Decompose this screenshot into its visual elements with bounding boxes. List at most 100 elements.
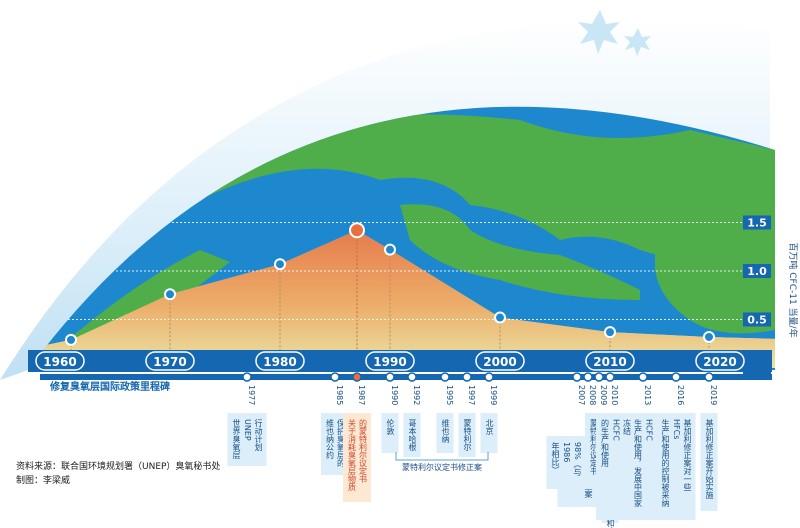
- milestone-year: 2013: [643, 385, 652, 405]
- y-tick-badge: [743, 264, 771, 278]
- y-tick-label: 1.5: [747, 217, 767, 230]
- data-point: [274, 258, 286, 271]
- milestone-year: 1987: [357, 385, 366, 405]
- milestone-year: 2009: [599, 385, 608, 405]
- milestone-dot: [330, 372, 340, 382]
- milestone-box: [343, 413, 371, 502]
- x-tick-badge: [695, 351, 745, 371]
- x-tick-label: 2020: [703, 355, 736, 369]
- y-tick-badge: [743, 312, 771, 327]
- milestone-text: HFCs: [672, 419, 681, 439]
- timeline-label: 修复臭氧层国际政策里程碑: [49, 380, 170, 393]
- milestone-text: 的蒙特利尔议定书: [359, 418, 368, 484]
- snowflake-decoration: [578, 10, 651, 56]
- source-note: 资料来源：联合国环境规划署（UNEP）臭氧秘书处: [16, 460, 220, 472]
- milestone-box: [381, 413, 399, 453]
- milestone-text: 世界臭氧层: [232, 418, 241, 460]
- milestone-dot: [572, 372, 582, 382]
- milestone-dot: [407, 372, 417, 382]
- milestone-text: 北京: [485, 419, 494, 436]
- x-tick-badge: [255, 351, 305, 371]
- x-tick-badge: [475, 351, 525, 371]
- milestone-dot: [440, 372, 450, 382]
- timeline-bar: [40, 374, 772, 380]
- x-tick-badge: [365, 351, 415, 371]
- emission-peak-area: [38, 230, 775, 368]
- milestone-text: 维也纳公约: [326, 418, 335, 460]
- milestone-dot: [671, 372, 681, 382]
- x-tick-label: 1990: [373, 355, 406, 369]
- x-tick-badge: [145, 351, 195, 371]
- milestone-dot: [385, 372, 395, 382]
- milestone-year: 1990: [390, 385, 399, 405]
- milestone-text: 冻结: [623, 418, 632, 436]
- milestone-text: 哥本哈根: [408, 419, 417, 452]
- milestone-text: 蒙特利尔: [463, 418, 472, 451]
- milestone-text: 98%（与: [573, 442, 582, 477]
- milestone-text: 1986: [562, 442, 571, 462]
- y-tick-label: 0.5: [747, 314, 767, 327]
- milestone-dot: [462, 372, 472, 382]
- milestone-text: 维也纳: [441, 418, 450, 444]
- x-tick-badge: [585, 351, 635, 371]
- milestone-text: 生产和使用的控制被采纳: [661, 418, 670, 508]
- x-axis: 1960 1970 1980 1990 2000 2010 2020: [35, 351, 745, 371]
- milestone-text: UNEP: [243, 419, 252, 441]
- milestone-year: 2019: [709, 385, 718, 405]
- milestone-text: 年相比）: [551, 441, 560, 474]
- milestone-year: 1999: [489, 385, 498, 405]
- milestone-year: 2016: [676, 385, 685, 405]
- x-tick-label: 1970: [153, 355, 186, 369]
- milestone-text: 基加利修正案开始实施: [705, 418, 714, 500]
- y-tick-badge: [743, 215, 771, 230]
- data-point: [604, 326, 616, 339]
- amendments-bracket: [395, 452, 489, 461]
- milestone-text: 伦敦: [386, 418, 395, 436]
- amendments-bracket-label: 蒙特利尔议定书修正案: [402, 462, 482, 472]
- data-point: [494, 311, 506, 324]
- land-right: [655, 200, 775, 334]
- milestone-year: 1997: [467, 385, 476, 405]
- milestone-year: 1992: [412, 385, 421, 405]
- milestone-dot: [242, 372, 252, 382]
- milestone-year: 1985: [335, 385, 344, 405]
- data-point: [384, 243, 396, 256]
- milestone-text: 蒙特利尔议定书: [590, 418, 599, 476]
- milestone-text: HCFC: [645, 419, 654, 441]
- milestone-year: 2008: [588, 385, 597, 405]
- x-tick-label: 1960: [43, 355, 76, 369]
- x-tick-label: 2000: [483, 355, 516, 369]
- milestone-text: 基加利修正案对一些: [683, 418, 692, 491]
- milestone-text: 关于消耗臭氧层物质: [348, 418, 357, 492]
- data-point: [349, 222, 365, 239]
- milestone-dot: [594, 372, 604, 382]
- milestone-text: HCFC: [612, 419, 621, 441]
- credit-note: 制图：李梁威: [16, 474, 70, 486]
- milestone-text: 生产和使用，发展中国家: [634, 418, 643, 507]
- milestone-box: [436, 413, 454, 453]
- land-middle: [400, 204, 640, 300]
- milestone-box: [700, 413, 718, 511]
- milestone-dot: [638, 372, 648, 382]
- x-tick-label: 2010: [593, 355, 626, 369]
- data-points: [65, 222, 715, 346]
- milestone-dot: [583, 372, 593, 382]
- data-point: [164, 288, 176, 301]
- milestone-text: 的生产和使用: [601, 418, 610, 468]
- milestone-year: 1995: [445, 385, 454, 405]
- milestone-year: 1977: [247, 385, 256, 405]
- milestone-dot: [605, 372, 615, 382]
- milestone-dot: [484, 372, 494, 382]
- data-point: [65, 333, 77, 346]
- milestone-dot: [704, 372, 714, 382]
- y-axis-label: 百万吨 CFC-11 当量/年: [787, 242, 799, 337]
- milestone-year: 2007: [577, 385, 586, 405]
- milestone-dot: [352, 372, 362, 382]
- x-tick-label: 1980: [263, 355, 296, 369]
- data-point: [703, 330, 715, 343]
- milestone-box: [403, 413, 421, 457]
- milestone-box: [227, 413, 267, 466]
- x-tick-badge: [35, 351, 85, 371]
